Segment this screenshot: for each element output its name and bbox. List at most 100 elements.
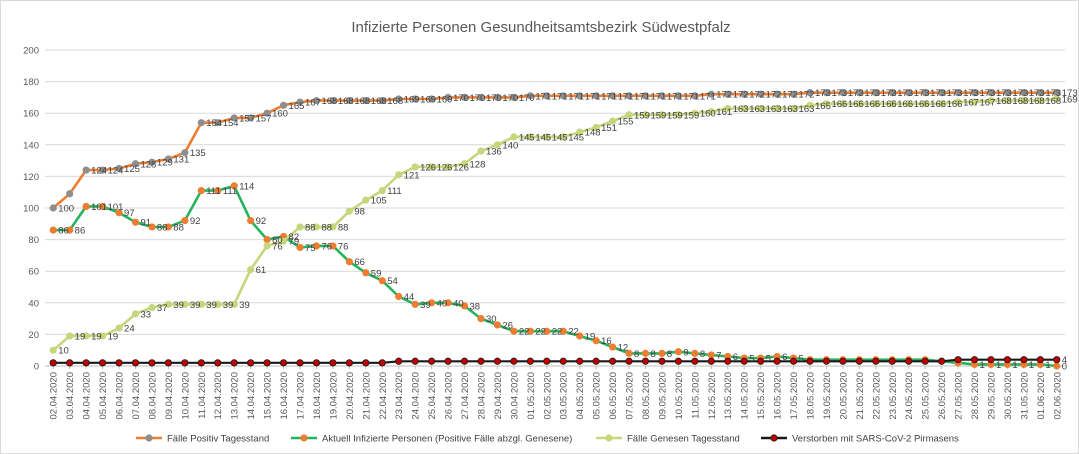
data-label: 126 xyxy=(437,162,453,173)
data-point xyxy=(543,133,551,141)
data-label: 128 xyxy=(140,159,156,170)
data-label: 171 xyxy=(568,91,584,102)
y-axis: 0 20 40 60 80 100 120 140 160 180 200 xyxy=(23,46,39,373)
data-point xyxy=(230,182,238,190)
data-point xyxy=(296,98,304,106)
data-point xyxy=(872,89,880,97)
x-tick-label: 11.04.2020 xyxy=(197,372,208,419)
data-point xyxy=(773,104,781,113)
data-point xyxy=(691,349,699,357)
data-point xyxy=(345,258,353,266)
data-label: 166 xyxy=(881,99,897,110)
data-label: 168 xyxy=(321,96,337,107)
data-label: 171 xyxy=(650,91,666,102)
x-tick-label: 24.04.2020 xyxy=(411,372,422,420)
data-point xyxy=(312,223,321,231)
data-point xyxy=(131,310,140,318)
data-label: 12 xyxy=(618,343,629,354)
data-label: 61 xyxy=(256,265,267,276)
data-label: 136 xyxy=(486,147,502,158)
x-tick-label: 26.04.2020 xyxy=(444,372,455,420)
data-label: 154 xyxy=(223,118,239,129)
data-label: 39 xyxy=(420,300,431,311)
data-point xyxy=(247,359,255,367)
legend-label: Fälle Positiv Tagesstand xyxy=(167,434,269,445)
data-label: 171 xyxy=(618,91,634,102)
data-label: 105 xyxy=(371,196,387,207)
data-point xyxy=(691,92,699,100)
data-point xyxy=(115,359,123,367)
data-label: 39 xyxy=(173,300,184,311)
data-label: 172 xyxy=(799,90,815,101)
data-label: 172 xyxy=(716,90,732,101)
data-label: 9 xyxy=(683,347,688,358)
data-point xyxy=(181,300,189,308)
data-label: 171 xyxy=(601,91,617,102)
y-tick-label: 100 xyxy=(23,204,39,215)
data-point xyxy=(822,89,831,97)
data-point xyxy=(674,111,682,119)
data-label: 80 xyxy=(272,235,283,246)
data-point xyxy=(181,359,189,367)
data-label: 111 xyxy=(206,186,220,197)
data-label: 88 xyxy=(305,222,316,233)
data-label: 173 xyxy=(963,88,979,99)
data-point xyxy=(66,190,74,198)
data-label: 22 xyxy=(535,327,546,338)
data-label: 159 xyxy=(683,110,699,121)
x-tick-label: 24.05.2020 xyxy=(904,372,915,420)
data-point xyxy=(279,101,288,109)
data-point xyxy=(164,300,172,308)
data-label: 7 xyxy=(716,350,721,361)
x-tick-label: 16.05.2020 xyxy=(773,372,784,420)
data-point xyxy=(855,89,863,97)
data-point xyxy=(987,89,995,97)
data-point xyxy=(576,332,584,340)
data-label: 19 xyxy=(108,331,119,342)
data-label: 161 xyxy=(716,107,732,118)
data-point xyxy=(460,357,469,365)
data-label: 166 xyxy=(831,99,847,110)
data-label: 168 xyxy=(354,96,370,107)
x-tick-label: 20.05.2020 xyxy=(838,372,849,420)
data-label: 5 xyxy=(749,354,754,365)
data-point xyxy=(707,108,715,116)
data-label: 86 xyxy=(75,226,86,237)
data-label: 19 xyxy=(585,331,596,342)
data-point xyxy=(559,133,567,141)
data-point xyxy=(789,90,798,98)
data-point xyxy=(98,332,107,340)
data-point xyxy=(329,223,337,231)
data-label: 88 xyxy=(321,222,332,233)
x-tick-label: 23.04.2020 xyxy=(394,372,405,420)
data-point xyxy=(1036,96,1044,105)
data-point xyxy=(428,357,436,365)
data-label: 128 xyxy=(470,159,486,170)
data-label: 170 xyxy=(470,93,486,104)
data-label: 8 xyxy=(667,349,672,360)
data-point xyxy=(707,90,715,98)
data-point xyxy=(658,92,666,100)
data-point xyxy=(526,357,534,365)
data-label: 26 xyxy=(502,320,513,331)
data-point xyxy=(477,314,485,323)
data-point xyxy=(164,223,172,231)
y-tick-label: 40 xyxy=(28,298,39,309)
y-tick-label: 160 xyxy=(23,109,39,120)
legend-item: Fälle Positiv Tagesstand xyxy=(136,434,269,445)
data-point xyxy=(855,357,863,365)
data-point xyxy=(1053,362,1061,370)
x-tick-label: 06.04.2020 xyxy=(115,372,126,420)
data-label: 5 xyxy=(766,354,771,365)
data-label: 168 xyxy=(338,96,354,107)
data-point xyxy=(247,114,255,122)
data-point xyxy=(395,357,403,365)
series-3 xyxy=(49,95,1061,354)
x-tick-label: 09.05.2020 xyxy=(657,372,668,420)
data-label: 166 xyxy=(930,99,946,110)
data-label: 163 xyxy=(749,104,765,115)
data-label: 76 xyxy=(321,241,332,252)
data-point xyxy=(329,96,337,105)
data-point xyxy=(263,236,271,244)
data-point xyxy=(164,155,172,163)
